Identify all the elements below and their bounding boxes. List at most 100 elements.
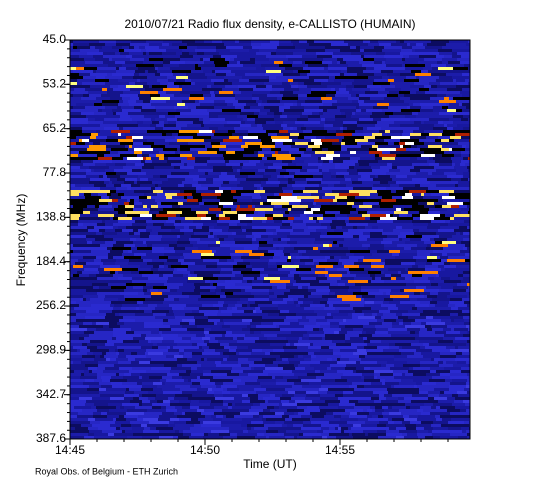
spectrogram-cell	[262, 358, 276, 361]
spectrogram-cell	[170, 370, 186, 373]
spectrogram-cell	[412, 163, 429, 166]
spectrogram-cell	[279, 40, 291, 43]
spectrogram-cell	[381, 118, 399, 121]
spectrogram-cell	[262, 349, 273, 352]
spectrogram-cell	[93, 70, 96, 73]
spectrogram-cell	[276, 379, 287, 382]
spectrogram-cell	[130, 115, 144, 118]
spectrogram-cell	[310, 364, 330, 367]
spectrogram-cell	[174, 247, 185, 250]
spectrogram-cell	[256, 310, 262, 313]
spectrogram-cell	[94, 331, 109, 334]
spectrogram-cell	[153, 271, 173, 274]
spectrogram-cell	[296, 304, 300, 307]
spectrogram-cell	[88, 433, 94, 436]
spectrogram-cell	[240, 205, 248, 208]
spectrogram-cell	[70, 133, 81, 136]
spectrogram-cell	[307, 373, 324, 376]
spectrogram-cell	[435, 139, 441, 142]
spectrogram-cell	[404, 436, 418, 439]
spectrogram-cell	[97, 217, 110, 220]
spectrogram-cell	[246, 229, 266, 232]
spectrogram-cell	[104, 154, 120, 157]
spectrogram-cell	[118, 298, 125, 301]
spectrogram-cell	[242, 316, 262, 319]
spectrogram-cell	[391, 403, 396, 406]
spectrogram-cell	[458, 274, 463, 277]
spectrogram-cell	[286, 334, 303, 337]
spectrogram-cell	[319, 91, 336, 94]
spectrogram-cell	[109, 166, 123, 169]
spectrogram-cell	[247, 115, 258, 118]
spectrogram-cell	[116, 43, 130, 46]
spectrogram-cell	[388, 307, 398, 310]
spectrogram-cell	[398, 160, 409, 163]
spectrogram-cell	[211, 415, 216, 418]
spectrogram-cell	[96, 328, 100, 331]
spectrogram-cell	[294, 364, 298, 367]
spectrogram-cell	[418, 124, 434, 127]
spectrogram-cell	[378, 91, 389, 94]
spectrogram-cell	[218, 301, 224, 304]
spectrogram-cell	[298, 286, 302, 289]
spectrogram-cell	[348, 97, 359, 100]
spectrogram-cell	[100, 115, 104, 118]
spectrogram-cell	[144, 292, 151, 295]
spectrogram-cell	[379, 421, 388, 424]
spectrogram-cell	[425, 91, 441, 94]
spectrogram-cell	[116, 67, 119, 70]
spectrogram-cell	[282, 82, 290, 85]
spectrogram-cell	[276, 358, 282, 361]
spectrogram-cell	[142, 154, 149, 157]
spectrogram-cell	[260, 187, 263, 190]
spectrogram-cell	[177, 415, 195, 418]
spectrogram-cell	[163, 148, 173, 151]
spectrogram-cell	[146, 40, 163, 43]
spectrogram-cell	[223, 358, 227, 361]
spectrogram-cell	[79, 331, 84, 334]
spectrogram-cell	[283, 346, 297, 349]
spectrogram-cell	[437, 61, 442, 64]
spectrogram-cell	[172, 307, 184, 310]
spectrogram-cell	[177, 235, 180, 238]
spectrogram-cell	[293, 187, 305, 190]
spectrogram-cell	[331, 172, 336, 175]
spectrogram-cell	[389, 250, 400, 253]
spectrogram-cell	[217, 265, 233, 268]
spectrogram-cell	[97, 277, 106, 280]
spectrogram-cell	[198, 247, 210, 250]
spectrogram-cell	[251, 298, 269, 301]
spectrogram-cell	[177, 118, 196, 121]
spectrogram-cell	[155, 307, 172, 310]
spectrogram-cell	[275, 121, 283, 124]
spectrogram-cell	[206, 265, 217, 268]
spectrogram-cell	[290, 253, 299, 256]
spectrogram-cell	[324, 307, 335, 310]
spectrogram-cell	[357, 412, 369, 415]
spectrogram-cell	[405, 64, 425, 67]
spectrogram-cell	[157, 70, 172, 73]
spectrogram-cell	[261, 292, 269, 295]
spectrogram-cell	[385, 274, 391, 277]
spectrogram-cell	[457, 391, 467, 394]
spectrogram-cell	[399, 430, 417, 433]
spectrogram-cell	[282, 358, 288, 361]
spectrogram-cell	[213, 166, 232, 169]
spectrogram-cell	[148, 319, 163, 322]
spectrogram-cell	[184, 163, 187, 166]
spectrogram-cell	[193, 229, 209, 232]
spectrogram-cell	[197, 367, 211, 370]
spectrogram-cell	[393, 298, 410, 301]
spectrogram-cell	[329, 286, 349, 289]
spectrogram-cell	[266, 181, 280, 184]
spectrogram-cell	[403, 130, 413, 133]
spectrogram-cell	[310, 328, 313, 331]
spectrogram-cell	[164, 124, 176, 127]
spectrogram-cell	[240, 298, 248, 301]
spectrogram-cell	[134, 199, 139, 202]
spectrogram-cell	[84, 331, 94, 334]
spectrogram-cell	[261, 235, 268, 238]
spectrogram-cell	[343, 301, 360, 304]
spectrogram-cell	[429, 379, 445, 382]
spectrogram-cell	[247, 355, 261, 358]
